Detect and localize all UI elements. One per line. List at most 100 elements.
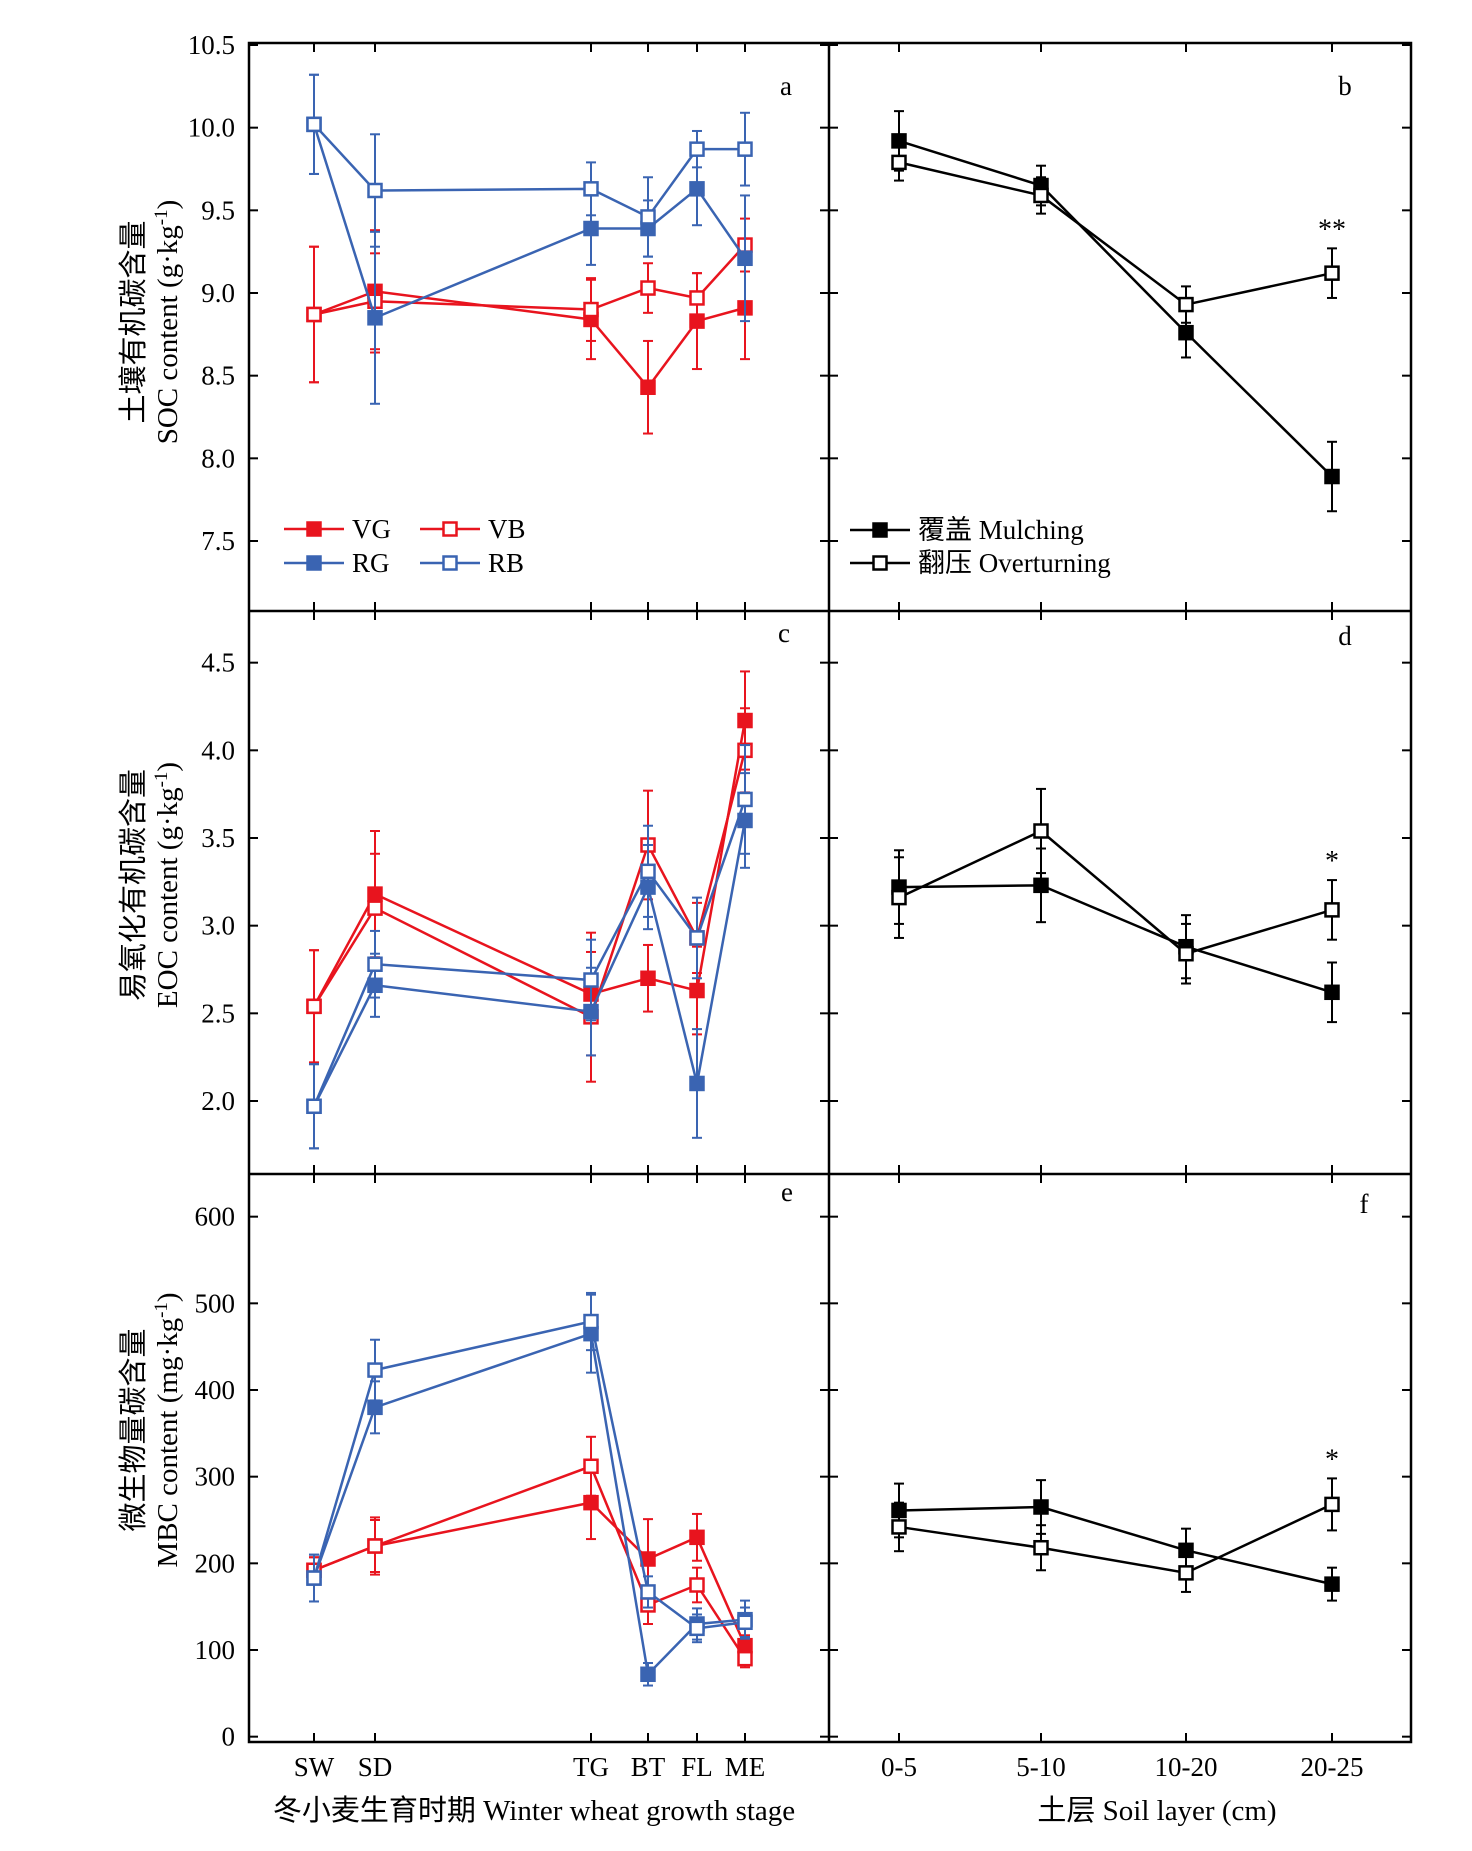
data-point — [367, 956, 383, 972]
ylabel-eoc-cn: 易氧化有机碳含量 — [117, 769, 150, 1001]
data-point — [367, 1538, 383, 1554]
data-point — [306, 998, 322, 1015]
x-tick-label: SD — [358, 1752, 393, 1782]
x-tick-label: FL — [681, 1752, 713, 1782]
data-point — [1178, 296, 1194, 313]
y-tick-label: 2.5 — [201, 998, 235, 1028]
y-tick-label: 8.5 — [201, 361, 235, 391]
y-tick-label: 0 — [222, 1722, 236, 1752]
data-point — [583, 220, 599, 237]
series-line — [312, 820, 747, 1107]
series-line — [312, 750, 747, 1019]
data-point — [1033, 877, 1049, 894]
series-rb-panel-c — [306, 744, 753, 1150]
data-point — [583, 181, 599, 197]
data-point — [891, 889, 907, 906]
data-point — [1178, 324, 1194, 341]
data-point — [1033, 823, 1049, 839]
data-point — [689, 930, 705, 946]
legend-marker — [872, 522, 888, 538]
ylabel-eoc-en-main: EOC content (g·kg — [152, 787, 184, 1008]
data-point — [367, 310, 383, 326]
data-point — [689, 1620, 705, 1637]
x-tick-label: 10-20 — [1155, 1752, 1218, 1782]
ylabel-mbc-en-main: MBC content (mg·kg — [152, 1318, 184, 1568]
data-point — [737, 250, 753, 267]
significance-mark: ** — [1318, 214, 1346, 245]
data-point — [1324, 1576, 1340, 1592]
x-tick-label: 0-5 — [881, 1752, 917, 1782]
legend-item-mulching: 覆盖 Mulching — [850, 515, 1084, 545]
series-vb-panel-c — [306, 707, 753, 1083]
series-rb-panel-a — [306, 73, 753, 258]
series-line — [898, 1505, 1333, 1586]
x-tick-label: ME — [725, 1752, 766, 1782]
data-point — [640, 280, 656, 296]
data-point — [640, 379, 656, 395]
legend-item-vb: VB — [420, 514, 526, 544]
x-tick-label: TG — [573, 1752, 609, 1782]
y-tick-label: 500 — [195, 1288, 236, 1318]
data-point — [1178, 945, 1194, 962]
data-point — [689, 982, 705, 999]
data-point — [1324, 984, 1340, 1001]
panel-letter-b: b — [1338, 71, 1352, 101]
legend-item-overturning: 翻压 Overturning — [850, 548, 1111, 578]
series-overturning-panel-b — [891, 143, 1340, 324]
data-point — [640, 1551, 656, 1567]
series-overturning-panel-f — [891, 1477, 1340, 1593]
y-tick-label: 100 — [195, 1635, 236, 1665]
legend-item-vg: VG — [284, 514, 391, 544]
data-point — [640, 970, 656, 987]
data-point — [737, 1614, 753, 1631]
y-tick-label: 600 — [195, 1202, 236, 1232]
panel-frames: 7.5 8.0 8.5 9.0 9.5 10.0 10.5 2.0 2.5 3.0 3.5 4.0 4.… — [188, 30, 1413, 1782]
ylabel-eoc-close: ) — [152, 762, 184, 772]
panel-letter-e: e — [781, 1177, 793, 1207]
data-point — [583, 1458, 599, 1475]
series-line — [312, 1332, 746, 1677]
y-tick-label: 9.5 — [201, 195, 235, 225]
data-point — [306, 306, 322, 323]
y-tick-label: 3.5 — [201, 823, 235, 853]
legend-marker — [872, 555, 888, 571]
series-line — [898, 884, 1333, 994]
data-point — [306, 1098, 322, 1115]
y-tick-label: 4.5 — [201, 648, 235, 678]
series-line — [313, 1464, 747, 1660]
xlabel-growth-stage: 冬小麦生育时期 Winter wheat growth stage — [273, 1794, 795, 1827]
y-tick-label: 10.5 — [188, 30, 235, 60]
legend-item-rb: RB — [420, 548, 524, 578]
ylabel-eoc-exponent: -1 — [151, 772, 172, 788]
data-point — [1324, 468, 1340, 485]
panel-letter-d: d — [1338, 621, 1352, 651]
y-tick-label: 2.0 — [201, 1086, 235, 1116]
legend-marker — [442, 555, 458, 571]
ylabel-mbc-close: ) — [152, 1292, 184, 1302]
series-line — [898, 161, 1333, 306]
ylabel-soc-close: ) — [152, 200, 184, 210]
legend-item-rg: RG — [284, 548, 390, 578]
data-point — [306, 1570, 322, 1586]
ylabel-eoc-en: EOC content (g·kg-1) — [151, 762, 184, 1008]
legend-label: 覆盖 Mulching — [918, 515, 1084, 545]
series-rb-panel-e — [306, 1291, 753, 1644]
x-tick-label: SW — [294, 1752, 335, 1782]
data-point — [891, 1519, 907, 1535]
data-point — [367, 182, 383, 199]
x-tick-label: 5-10 — [1016, 1752, 1066, 1782]
series-overturning-panel-d — [891, 787, 1340, 985]
significance-mark: * — [1325, 1444, 1339, 1475]
ylabel-soc-cn: 土壤有机碳含量 — [117, 220, 150, 423]
data-point — [367, 1399, 383, 1416]
data-point — [367, 1362, 383, 1378]
series-line — [312, 720, 747, 1007]
legend-label: VG — [352, 514, 391, 544]
panel-letter-c: c — [778, 618, 790, 648]
data-point — [640, 209, 656, 225]
legend-marker — [442, 521, 458, 537]
data-point — [640, 1584, 656, 1600]
ylabel-soc-en: SOC content (g·kg-1) — [151, 200, 184, 445]
data-point — [737, 1650, 753, 1667]
data-point — [1178, 1565, 1194, 1581]
